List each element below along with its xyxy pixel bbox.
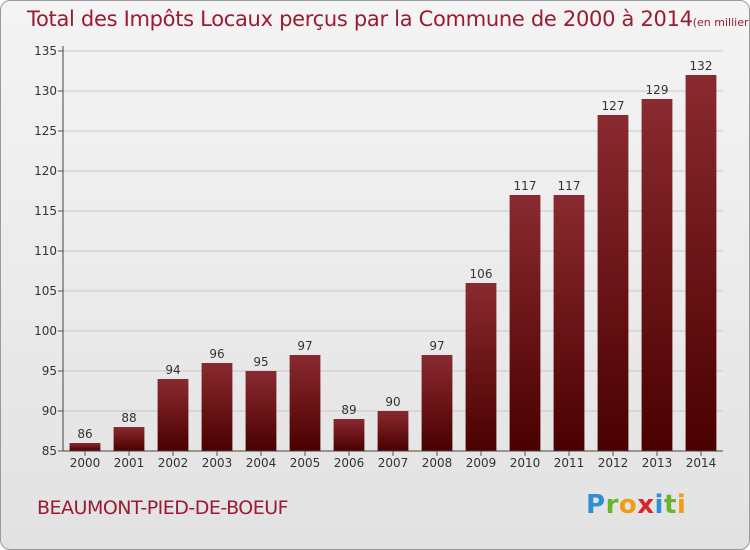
bar xyxy=(465,283,497,451)
data-label: 127 xyxy=(602,99,625,113)
x-tick-label: 2012 xyxy=(598,456,629,470)
y-tick-label: 85 xyxy=(42,444,57,458)
data-label: 97 xyxy=(429,339,444,353)
data-label: 132 xyxy=(690,59,713,73)
x-tick-label: 2001 xyxy=(114,456,145,470)
data-label: 117 xyxy=(514,179,537,193)
logo-letter: r xyxy=(605,490,619,520)
x-tick-label: 2008 xyxy=(422,456,453,470)
y-tick-label: 115 xyxy=(34,204,57,218)
bars xyxy=(69,75,717,451)
y-tick-label: 90 xyxy=(42,404,57,418)
data-label: 89 xyxy=(341,403,356,417)
x-tick-label: 2006 xyxy=(334,456,365,470)
logo-letter: t xyxy=(663,490,677,520)
y-tick-label: 120 xyxy=(34,164,57,178)
bar xyxy=(333,419,365,451)
axes: 85 90 95 100 105 110 115 120 125 130 135 86 2000 88 20… xyxy=(34,44,723,470)
x-tick-label: 2011 xyxy=(554,456,585,470)
data-label: 117 xyxy=(558,179,581,193)
title-text: Total des Impôts Locaux perçus par la Co… xyxy=(27,7,693,31)
bar xyxy=(685,75,717,451)
bar xyxy=(157,379,189,451)
commune-name: BEAUMONT-PIED-DE-BOEUF xyxy=(37,497,289,519)
data-label: 94 xyxy=(165,363,180,377)
data-label: 86 xyxy=(77,427,92,441)
x-tick-label: 2010 xyxy=(510,456,541,470)
bar xyxy=(509,195,541,451)
x-tick-label: 2005 xyxy=(290,456,321,470)
data-label: 88 xyxy=(121,411,136,425)
bar xyxy=(553,195,585,451)
x-tick-label: 2000 xyxy=(70,456,101,470)
y-tick-label: 105 xyxy=(34,284,57,298)
y-tick-label: 100 xyxy=(34,324,57,338)
y-tick-label: 95 xyxy=(42,364,57,378)
data-label: 96 xyxy=(209,347,224,361)
bar xyxy=(113,427,145,451)
logo-letter: P xyxy=(586,490,606,520)
bar xyxy=(245,371,277,451)
logo-letter: o xyxy=(618,490,638,520)
data-label: 95 xyxy=(253,355,268,369)
logo-letter: i xyxy=(654,490,664,520)
x-tick-label: 2002 xyxy=(158,456,189,470)
x-tick-label: 2009 xyxy=(466,456,497,470)
bar xyxy=(421,355,453,451)
chart-title: Total des Impôts Locaux perçus par la Co… xyxy=(27,7,749,31)
x-tick-label: 2013 xyxy=(642,456,673,470)
y-tick-label: 135 xyxy=(34,44,57,58)
bar xyxy=(641,99,673,451)
x-tick-label: 2004 xyxy=(246,456,277,470)
logo-letter: i xyxy=(676,490,687,520)
bar xyxy=(201,363,233,451)
y-tick-label: 110 xyxy=(34,244,57,258)
title-unit: (en milliers d'€) xyxy=(692,16,749,29)
proxiti-logo[interactable]: Proxiti xyxy=(586,490,686,520)
data-label: 106 xyxy=(470,267,493,281)
y-tick-label: 130 xyxy=(34,84,57,98)
x-tick-label: 2007 xyxy=(378,456,409,470)
data-label: 97 xyxy=(297,339,312,353)
bar xyxy=(597,115,629,451)
x-tick-label: 2003 xyxy=(202,456,233,470)
x-tick-label: 2014 xyxy=(686,456,717,470)
y-tick-label: 125 xyxy=(34,124,57,138)
data-label: 129 xyxy=(646,83,669,97)
bar xyxy=(69,443,101,451)
bar xyxy=(377,411,409,451)
data-label: 90 xyxy=(385,395,400,409)
logo-letter: x xyxy=(637,490,655,520)
bar xyxy=(289,355,321,451)
